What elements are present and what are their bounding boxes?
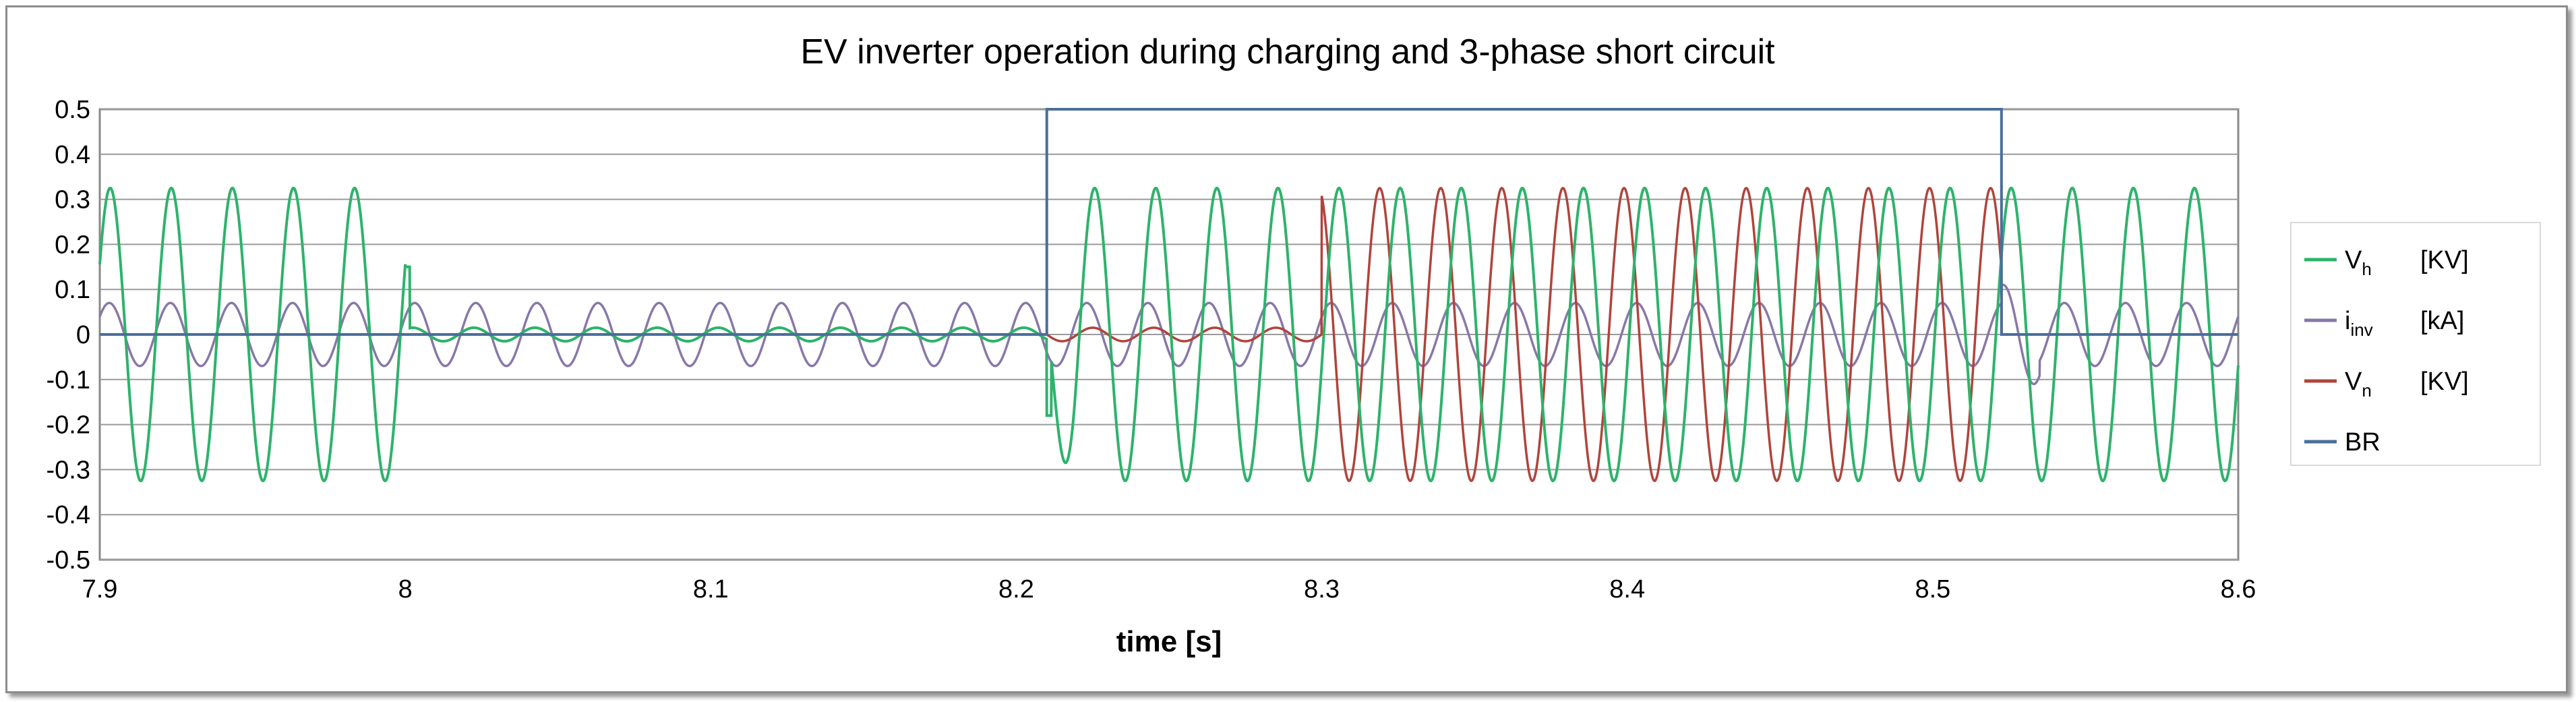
x-tick-label: 8.3 (1304, 575, 1340, 604)
y-tick-label: 0.4 (55, 141, 90, 169)
chart-title: EV inverter operation during charging an… (800, 32, 1775, 71)
x-tick-label: 8.1 (693, 575, 729, 604)
x-tick-label: 8.4 (1609, 575, 1645, 604)
x-axis-title: time [s] (1116, 625, 1222, 658)
x-axis-tick-labels: 7.9 8 8.1 8.2 8.3 8.4 8.5 8.6 (82, 575, 2256, 604)
y-axis-tick-labels: 0.5 0.4 0.3 0.2 0.1 0 -0.1 -0.2 -0.3 -0.4 -0.5 (47, 96, 90, 575)
legend-label-vh: Vh [KV] (2345, 246, 2469, 279)
y-tick-label: 0.2 (55, 231, 90, 259)
y-tick-label: -0.2 (47, 411, 90, 440)
y-tick-label: 0 (76, 321, 90, 349)
legend (2290, 222, 2541, 466)
series-line-br (100, 108, 2238, 336)
legend-items: Vh [KV] iinv [kA] Vn [KV] BR (2304, 246, 2469, 457)
y-tick-label: -0.4 (47, 501, 90, 529)
x-tick-label: 7.9 (82, 575, 118, 604)
y-tick-label: -0.5 (47, 546, 90, 575)
series-layer (98, 108, 2240, 483)
y-tick-label: -0.3 (47, 456, 90, 484)
y-tick-label: -0.1 (47, 366, 90, 394)
legend-label-iinv: iinv [kA] (2345, 307, 2464, 340)
legend-label-vn: Vn [KV] (2345, 368, 2469, 401)
y-tick-label: 0.1 (55, 276, 90, 304)
legend-label-br: BR (2345, 428, 2380, 457)
y-tick-label: 0.5 (55, 96, 90, 124)
x-tick-label: 8.6 (2221, 575, 2256, 604)
y-tick-label: 0.3 (55, 186, 90, 214)
x-tick-label: 8.5 (1915, 575, 1950, 604)
x-tick-label: 8 (398, 575, 413, 604)
x-tick-label: 8.2 (998, 575, 1034, 604)
series-line-vh (98, 186, 2240, 483)
